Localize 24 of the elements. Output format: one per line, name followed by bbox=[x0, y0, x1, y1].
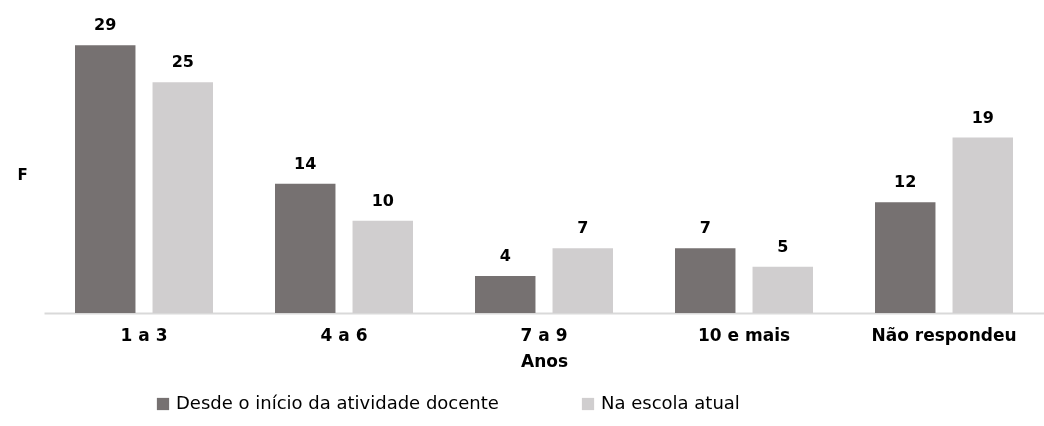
data-label: 12 bbox=[894, 172, 917, 192]
legend-label: Na escola atual bbox=[601, 392, 740, 413]
data-label: 19 bbox=[971, 107, 994, 127]
legend-label: Desde o início da atividade docente bbox=[176, 392, 499, 413]
data-label: 29 bbox=[94, 15, 117, 35]
bar bbox=[75, 45, 136, 313]
bar bbox=[675, 248, 736, 313]
x-axis-title: Anos bbox=[520, 350, 569, 371]
x-tick-label: 1 a 3 bbox=[120, 324, 168, 345]
data-label: 25 bbox=[171, 52, 194, 72]
data-label: 5 bbox=[777, 236, 789, 256]
x-tick-label: 10 e mais bbox=[697, 324, 791, 345]
x-tick-label: Não respondeu bbox=[871, 324, 1017, 345]
data-label: 7 bbox=[577, 218, 589, 238]
bar bbox=[875, 202, 936, 313]
data-label: 10 bbox=[371, 190, 394, 210]
x-tick-label: 4 a 6 bbox=[320, 324, 368, 345]
y-axis-title: F bbox=[17, 166, 28, 184]
x-tick-label: 7 a 9 bbox=[520, 324, 568, 345]
data-label: 7 bbox=[699, 218, 711, 238]
bar bbox=[275, 183, 336, 313]
data-label: 14 bbox=[294, 153, 317, 173]
bar bbox=[475, 276, 536, 313]
data-label: 4 bbox=[499, 246, 511, 266]
